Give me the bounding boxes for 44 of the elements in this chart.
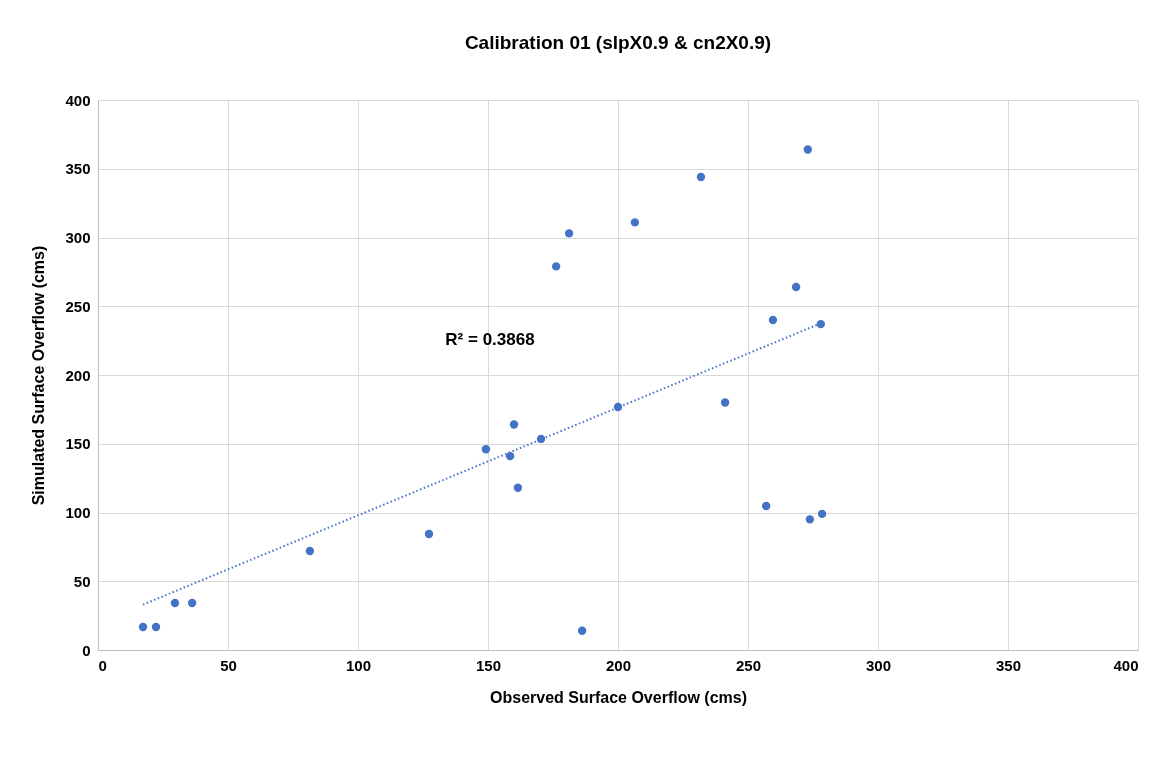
y-tick-label: 100 — [65, 504, 91, 521]
point — [551, 262, 561, 271]
point — [762, 501, 771, 511]
point — [481, 445, 491, 454]
y-tick-label: 400 — [65, 91, 91, 109]
x-tick-label: 300 — [865, 656, 892, 674]
y-tick-label: 50 — [73, 572, 91, 590]
point — [817, 509, 827, 519]
x-tick-label: 350 — [995, 656, 1022, 674]
point — [187, 598, 197, 608]
point — [513, 483, 523, 492]
point — [803, 145, 812, 154]
x-axis-title: Observed Surface Overflow (cms) — [490, 688, 747, 706]
x-tick-label: 50 — [220, 656, 237, 674]
x-tick-label: 0 — [98, 656, 107, 674]
y-tick-label: 300 — [65, 229, 91, 246]
y-tick-label: 0 — [82, 641, 91, 659]
x-tick-label: 250 — [735, 656, 762, 674]
chart-title: Calibration 01 (slpX0.9 & cn2X0.9) — [464, 32, 772, 53]
point — [791, 282, 801, 292]
point — [151, 622, 161, 632]
point — [805, 515, 815, 524]
point — [305, 546, 315, 556]
point — [816, 319, 825, 329]
y-tick-label: 200 — [65, 366, 91, 384]
point — [424, 529, 434, 539]
y-axis-title: Simulated Surface Overflow (cms) — [30, 245, 48, 506]
x-tick-label: 100 — [345, 656, 372, 674]
y-tick-label: 350 — [65, 160, 91, 178]
annotation: R² = 0.3868 — [445, 330, 535, 349]
point — [630, 218, 640, 227]
point — [577, 626, 587, 635]
point — [768, 315, 778, 325]
y-tick-label: 250 — [65, 297, 91, 315]
y-tick-label: 150 — [65, 435, 91, 453]
point — [696, 172, 706, 182]
point — [509, 420, 519, 429]
point — [138, 622, 148, 632]
point — [720, 398, 730, 407]
x-tick-label: 400 — [1113, 656, 1139, 674]
x-tick-label: 200 — [605, 656, 632, 674]
point — [564, 229, 574, 238]
point — [170, 598, 180, 608]
x-tick-label: 150 — [475, 656, 502, 674]
